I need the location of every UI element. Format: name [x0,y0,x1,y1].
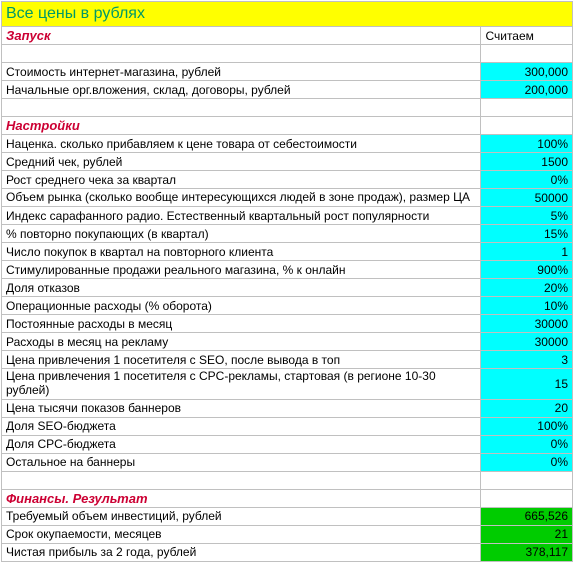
section-title: Настройки [2,117,481,135]
table-row: Остальное на баннеры 0% [2,453,573,471]
table-row: Срок окупаемости, месяцев 21 [2,525,573,543]
table-row: Число покупок в квартал на повторного кл… [2,243,573,261]
section-finance-header: Финансы. Результат [2,489,573,507]
row-label: Цена привлечения 1 посетителя с CPC-рекл… [2,369,481,400]
table-row: Начальные орг.вложения, склад, договоры,… [2,81,573,99]
row-label: Объем рынка (сколько вообще интересующих… [2,189,481,207]
row-value[interactable]: 20% [481,279,573,297]
table-row: Доля отказов 20% [2,279,573,297]
row-label: Расходы в месяц на рекламу [2,333,481,351]
row-value[interactable]: 0% [481,453,573,471]
spreadsheet-table: Все цены в рублях Запуск Считаем Стоимос… [1,1,573,562]
row-value[interactable]: 3 [481,351,573,369]
table-row: Рост среднего чека за квартал 0% [2,171,573,189]
row-label: Остальное на баннеры [2,453,481,471]
section-launch-header: Запуск Считаем [2,27,573,45]
table-row: Стоимость интернет-магазина, рублей 300,… [2,63,573,81]
row-value[interactable]: 1500 [481,153,573,171]
row-value[interactable]: 10% [481,297,573,315]
row-value[interactable]: 100% [481,135,573,153]
row-value[interactable]: 5% [481,207,573,225]
row-label: Цена тысячи показов баннеров [2,399,481,417]
column-header-value: Считаем [481,27,573,45]
row-value[interactable]: 20 [481,399,573,417]
spacer-row [2,471,573,489]
section-settings-header: Настройки [2,117,573,135]
table-row: Расходы в месяц на рекламу 30000 [2,333,573,351]
row-value[interactable]: 100% [481,417,573,435]
table-row: Цена привлечения 1 посетителя с SEO, пос… [2,351,573,369]
table-row: Требуемый объем инвестиций, рублей 665,5… [2,507,573,525]
table-row: Доля SEO-бюджета 100% [2,417,573,435]
row-value[interactable]: 15% [481,225,573,243]
section-title: Запуск [2,27,481,45]
table-row: Цена тысячи показов баннеров 20 [2,399,573,417]
table-row: Чистая прибыль за 2 года, рублей 378,117 [2,543,573,561]
row-label: Чистая прибыль за 2 года, рублей [2,543,481,561]
row-label: Доля CPC-бюджета [2,435,481,453]
row-label: Начальные орг.вложения, склад, договоры,… [2,81,481,99]
spacer-row [2,99,573,117]
table-row: Индекс сарафанного радио. Естественный к… [2,207,573,225]
table-row: Объем рынка (сколько вообще интересующих… [2,189,573,207]
row-label: Средний чек, рублей [2,153,481,171]
title-row: Все цены в рублях [2,2,573,27]
table-row: Средний чек, рублей 1500 [2,153,573,171]
row-label: Индекс сарафанного радио. Естественный к… [2,207,481,225]
row-label: Наценка. сколько прибавляем к цене товар… [2,135,481,153]
row-label: Постоянные расходы в месяц [2,315,481,333]
row-label: Стимулированные продажи реального магази… [2,261,481,279]
row-label: % повторно покупающих (в квартал) [2,225,481,243]
row-label: Число покупок в квартал на повторного кл… [2,243,481,261]
row-value[interactable]: 50000 [481,189,573,207]
row-label: Цена привлечения 1 посетителя с SEO, пос… [2,351,481,369]
row-value[interactable]: 900% [481,261,573,279]
table-row: % повторно покупающих (в квартал) 15% [2,225,573,243]
table-row: Постоянные расходы в месяц 30000 [2,315,573,333]
row-value: 378,117 [481,543,573,561]
row-value[interactable]: 300,000 [481,63,573,81]
row-label: Требуемый объем инвестиций, рублей [2,507,481,525]
row-value[interactable]: 1 [481,243,573,261]
row-value: 665,526 [481,507,573,525]
row-value[interactable]: 200,000 [481,81,573,99]
row-value[interactable]: 0% [481,435,573,453]
row-value[interactable]: 0% [481,171,573,189]
table-row: Стимулированные продажи реального магази… [2,261,573,279]
spacer-row [2,45,573,63]
table-row: Наценка. сколько прибавляем к цене товар… [2,135,573,153]
section-title: Финансы. Результат [2,489,481,507]
row-label: Срок окупаемости, месяцев [2,525,481,543]
row-value[interactable]: 30000 [481,315,573,333]
row-value: 21 [481,525,573,543]
row-label: Стоимость интернет-магазина, рублей [2,63,481,81]
row-value[interactable]: 15 [481,369,573,400]
row-label: Операционные расходы (% оборота) [2,297,481,315]
row-label: Рост среднего чека за квартал [2,171,481,189]
row-value[interactable]: 30000 [481,333,573,351]
table-row: Операционные расходы (% оборота) 10% [2,297,573,315]
table-row: Доля CPC-бюджета 0% [2,435,573,453]
page-title: Все цены в рублях [2,2,573,27]
row-label: Доля отказов [2,279,481,297]
table-row: Цена привлечения 1 посетителя с CPC-рекл… [2,369,573,400]
row-label: Доля SEO-бюджета [2,417,481,435]
